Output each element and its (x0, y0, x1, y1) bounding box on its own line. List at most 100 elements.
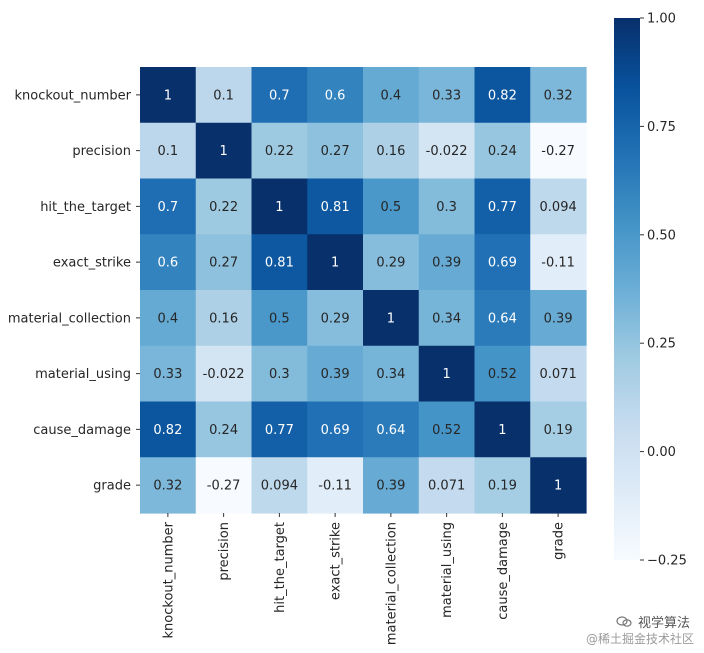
cell-annotation: 0.22 (209, 200, 238, 215)
cell-annotation: 0.69 (488, 256, 517, 271)
cell-annotation: 0.33 (153, 367, 182, 382)
heatmap-cell (418, 290, 476, 347)
heatmap-cell (307, 345, 364, 403)
colorbar-tick-label: 0.75 (647, 120, 676, 135)
cell-annotation: 0.3 (436, 200, 457, 215)
cell-annotation: 0.094 (261, 479, 298, 494)
heatmap-cell (530, 178, 587, 235)
cell-annotation: 0.52 (432, 423, 461, 438)
cell-annotation: -0.022 (426, 144, 468, 159)
heatmap-cell (195, 345, 253, 403)
heatmap-cell (530, 345, 587, 403)
y-tick-label: material_collection (8, 311, 131, 326)
cell-annotation: 0.52 (488, 367, 517, 382)
heatmap-cell (251, 122, 308, 180)
colorbar-tick-label: 1.00 (647, 12, 676, 27)
cell-annotation: 0.071 (540, 367, 577, 382)
heatmap-cell (474, 234, 531, 291)
watermark-brand: 视学算法 (616, 612, 690, 631)
y-tick-label: knockout_number (15, 88, 132, 103)
cell-annotation: 0.27 (321, 144, 350, 159)
colorbar-tick-label: 0.00 (647, 445, 676, 460)
x-tick-labels: knockout_number precision hit_the_target ex… (161, 513, 567, 645)
cell-annotation: 0.5 (381, 200, 402, 215)
cell-annotation: 0.1 (213, 88, 234, 103)
watermark-source: @稀土掘金技术社区 (585, 632, 694, 646)
heatmap-cell (474, 345, 531, 403)
heatmap-cell (307, 401, 364, 458)
cell-annotation: -0.022 (203, 367, 245, 382)
heatmap-cell (195, 178, 253, 235)
heatmap-cell (307, 234, 364, 291)
cell-annotation: 0.27 (209, 256, 238, 271)
heatmap-cell (140, 122, 197, 180)
heatmap-cell (307, 457, 364, 514)
cell-annotation: 0.29 (321, 311, 350, 326)
y-tick-labels: knockout_number precision hit_the_targetex… (8, 88, 140, 494)
heatmap-cell (251, 178, 308, 235)
cell-annotation: 1 (219, 144, 227, 159)
cell-annotation: 0.071 (428, 479, 465, 494)
cell-annotation: -0.27 (541, 144, 575, 159)
heatmap-cell (140, 457, 197, 514)
cell-annotation: 0.19 (544, 423, 573, 438)
heatmap-cell (363, 290, 420, 347)
colorbar-tick-label: −0.25 (647, 554, 687, 569)
x-tick-label: grade (552, 522, 567, 560)
heatmap-cell (251, 234, 308, 291)
x-tick-label: hit_the_target (273, 522, 288, 613)
cell-annotation: 0.39 (432, 256, 461, 271)
heatmap-cell (418, 401, 476, 458)
colorbar-gradient (614, 18, 640, 560)
heatmap-cell (474, 457, 531, 514)
heatmap-cell (474, 67, 531, 124)
cell-annotation: 0.33 (432, 88, 461, 103)
heatmap-cell (140, 67, 197, 124)
x-tick-label: material_using (440, 522, 455, 618)
heatmap-cell (363, 234, 420, 291)
heatmap-cell (418, 234, 476, 291)
watermark-brand-text: 视学算法 (637, 616, 690, 631)
cell-annotation: 0.6 (158, 256, 179, 271)
cell-annotation: 0.39 (321, 367, 350, 382)
heatmap-cells (140, 67, 587, 514)
cell-annotation: 0.4 (158, 311, 179, 326)
cell-annotation: 0.77 (488, 200, 517, 215)
cell-annotation: -0.27 (207, 479, 241, 494)
heatmap-cell (418, 345, 476, 403)
heatmap-cell (530, 67, 587, 124)
cell-annotation: 0.77 (265, 423, 294, 438)
heatmap-cell (418, 178, 476, 235)
heatmap-cell (251, 345, 308, 403)
x-tick-label: material_collection (384, 522, 399, 645)
heatmap-cell (195, 234, 253, 291)
cell-annotation: 0.64 (488, 311, 517, 326)
heatmap-cell (363, 122, 420, 180)
heatmap-cell (474, 290, 531, 347)
cell-annotation: 1 (275, 200, 283, 215)
cell-annotation: 0.094 (540, 200, 577, 215)
heatmap-cell (530, 234, 587, 291)
cell-annotation: 0.19 (488, 479, 517, 494)
cell-annotation: 0.5 (269, 311, 290, 326)
heatmap-cell (363, 345, 420, 403)
cell-annotation: 0.82 (488, 88, 517, 103)
heatmap-cell (195, 290, 253, 347)
heatmap-cell (307, 290, 364, 347)
heatmap-cell (195, 67, 253, 124)
chat-bubbles-icon (616, 615, 632, 628)
y-tick-label: grade (93, 479, 131, 494)
heatmap-cell (140, 345, 197, 403)
y-tick-label: cause_damage (33, 423, 131, 438)
cell-annotation: 0.16 (209, 311, 238, 326)
y-tick-label: material_using (35, 367, 131, 382)
cell-annotation: -0.11 (541, 256, 575, 271)
cell-annotation: 0.34 (376, 367, 405, 382)
heatmap-cell (307, 67, 364, 124)
heatmap-annotations: 1 0.1 0.7 0.6 0.4 0.33 0.82 0.32 0.1 1 0.22 0.27 0.1… (153, 88, 576, 493)
cell-annotation: 1 (554, 479, 562, 494)
heatmap-cell (418, 457, 476, 514)
x-tick-label: precision (217, 522, 232, 581)
x-tick-label: exact_strike (329, 522, 344, 600)
